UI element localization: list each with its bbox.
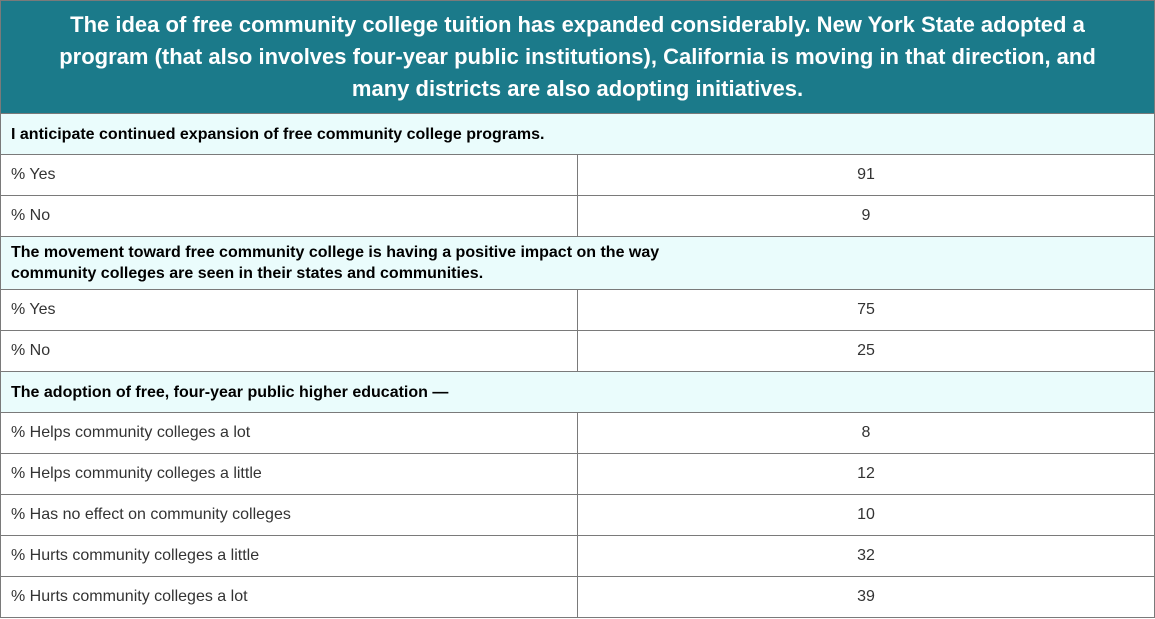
row-label: % Helps community colleges a lot [0, 412, 578, 454]
table-row: % No 25 [0, 330, 1155, 372]
row-value: 8 [577, 412, 1155, 454]
section-heading-four-year: The adoption of free, four-year public h… [11, 383, 449, 401]
row-label: % Hurts community colleges a lot [0, 576, 578, 618]
row-value: 91 [577, 154, 1155, 196]
row-label: % No [0, 330, 578, 372]
table-row: % Hurts community colleges a little 32 [0, 535, 1155, 577]
row-value: 32 [577, 535, 1155, 577]
table-row: % Has no effect on community colleges 10 [0, 494, 1155, 536]
row-label: % Hurts community colleges a little [0, 535, 578, 577]
row-label: % Helps community colleges a little [0, 453, 578, 495]
table-title: The idea of free community college tuiti… [0, 0, 1155, 114]
section-heading-expansion: I anticipate continued expansion of free… [11, 125, 545, 143]
row-value: 25 [577, 330, 1155, 372]
row-value: 75 [577, 289, 1155, 331]
table-row: % No 9 [0, 195, 1155, 237]
row-label: % Yes [0, 154, 578, 196]
table-row: % Hurts community colleges a lot 39 [0, 576, 1155, 618]
row-label: % Yes [0, 289, 578, 331]
row-value: 12 [577, 453, 1155, 495]
section-header-row: The adoption of free, four-year public h… [0, 371, 1155, 413]
section-header-row: I anticipate continued expansion of free… [0, 113, 1155, 155]
row-label: % No [0, 195, 578, 237]
table-row: % Yes 75 [0, 289, 1155, 331]
table-row: % Helps community colleges a little 12 [0, 453, 1155, 495]
section-header-row: The movement toward free community colle… [0, 236, 1155, 290]
row-value: 39 [577, 576, 1155, 618]
table-row: % Helps community colleges a lot 8 [0, 412, 1155, 454]
title-row: The idea of free community college tuiti… [0, 0, 1155, 114]
row-value: 10 [577, 494, 1155, 536]
row-value: 9 [577, 195, 1155, 237]
table-row: % Yes 91 [0, 154, 1155, 196]
section-heading-positive-impact: The movement toward free community colle… [11, 244, 660, 282]
row-label: % Has no effect on community colleges [0, 494, 578, 536]
